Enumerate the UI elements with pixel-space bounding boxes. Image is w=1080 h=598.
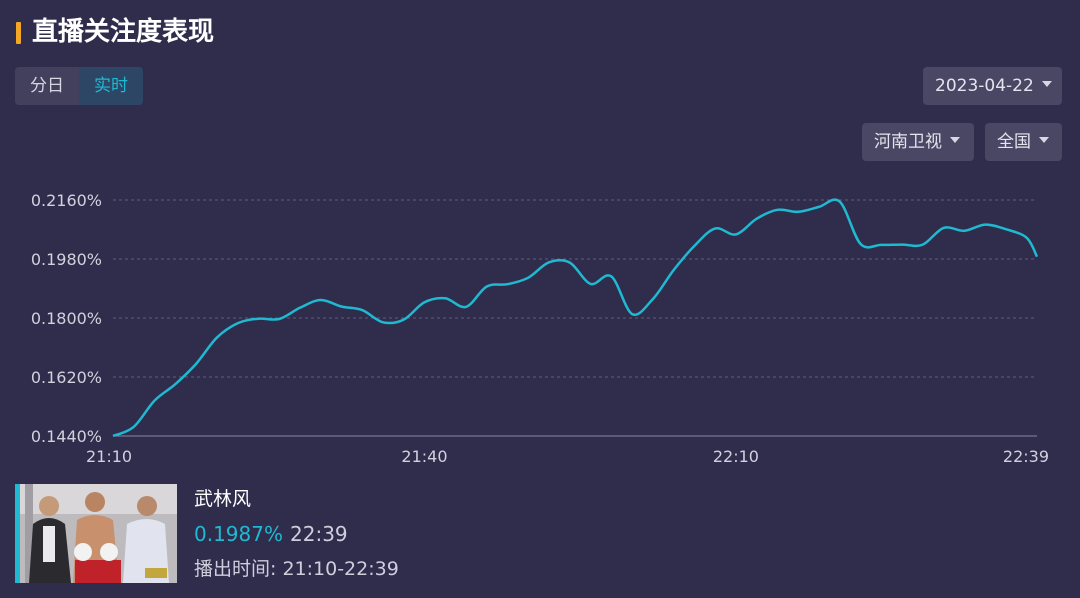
page-title: 直播关注度表现	[32, 17, 215, 47]
y-tick-label: 0.2160%	[31, 191, 102, 210]
y-tick-label: 0.1800%	[31, 309, 102, 328]
attention-line-chart: 0.2160% 0.1980% 0.1800% 0.1620% 0.1440%21:10…	[31, 191, 1049, 466]
title-marker	[16, 22, 21, 44]
caret-down-icon	[950, 137, 960, 143]
x-tick-label: 21:40	[401, 447, 447, 466]
tab-realtime[interactable]: 实时	[79, 67, 143, 105]
channel-value: 河南卫视	[874, 132, 942, 152]
y-tick-label: 0.1440%	[31, 427, 102, 446]
program-thumbnail[interactable]	[15, 484, 177, 583]
y-tick-label: 0.1980%	[31, 250, 102, 269]
series-line	[112, 198, 1039, 438]
region-dropdown[interactable]: 全国	[985, 123, 1062, 161]
program-thumbnail-image	[15, 484, 177, 583]
x-tick-label: 21:10	[86, 447, 132, 466]
tab-daily[interactable]: 分日	[15, 67, 79, 105]
program-time: 22:39	[290, 522, 348, 546]
date-value: 2023-04-22	[935, 76, 1034, 96]
x-tick-label: 22:10	[713, 447, 759, 466]
date-dropdown[interactable]: 2023-04-22	[923, 67, 1062, 105]
y-tick-label: 0.1620%	[31, 368, 102, 387]
x-tick-label: 22:39	[1003, 447, 1049, 466]
program-rating: 0.1987%	[194, 522, 283, 546]
region-value: 全国	[997, 132, 1031, 152]
program-name: 武林风	[194, 488, 252, 510]
granularity-toggle: 分日 实时	[15, 67, 143, 105]
channel-dropdown[interactable]: 河南卫视	[862, 123, 974, 161]
caret-down-icon	[1041, 81, 1052, 87]
caret-down-icon	[1039, 137, 1049, 143]
program-broadcast-time: 播出时间: 21:10-22:39	[194, 558, 399, 580]
thumbnail-accent	[15, 484, 20, 583]
